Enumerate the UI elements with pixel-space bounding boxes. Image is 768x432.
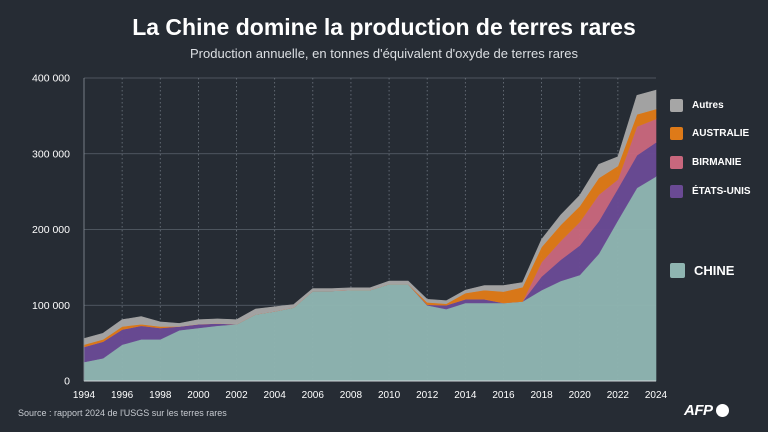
x-tick-label: 2006 — [302, 390, 325, 401]
source-note: Source : rapport 2024 de l'USGS sur les … — [18, 408, 227, 418]
legend-item-birmanie: BIRMANIE — [670, 156, 741, 169]
legend-swatch-birmanie — [670, 156, 683, 169]
y-tick-label: 200 000 — [32, 224, 70, 236]
legend-label-etats-unis: ÉTATS-UNIS — [692, 186, 751, 197]
axes: 0 100 000 200 000 300 000 400 000 1994 1996 199… — [32, 73, 668, 402]
legend-label-australie: AUSTRALIE — [692, 128, 750, 139]
y-tick-label: 100 000 — [32, 300, 70, 312]
x-tick-label: 2010 — [378, 390, 401, 401]
x-tick-label: 2004 — [264, 390, 287, 401]
x-tick-label: 2016 — [492, 390, 515, 401]
afp-logo-dot — [715, 404, 729, 417]
x-tick-label: 1996 — [111, 390, 134, 401]
x-tick-label: 2002 — [225, 390, 248, 401]
legend-swatch-etats-unis — [670, 185, 683, 198]
legend-swatch-australie — [670, 127, 683, 140]
legend-item-australie: AUSTRALIE — [670, 127, 749, 140]
x-tick-label: 2018 — [530, 390, 553, 401]
area-series-autres — [83, 89, 657, 346]
area-series-group — [83, 89, 657, 382]
x-tick-label: 2008 — [340, 390, 363, 401]
legend-item-autres: Autres — [670, 99, 724, 112]
afp-logo-text: AFP — [684, 402, 713, 419]
legend-item-etats-unis: ÉTATS-UNIS — [670, 185, 751, 198]
y-tick-label: 0 — [64, 376, 70, 388]
legend-label-birmanie: BIRMANIE — [692, 157, 742, 168]
legend-swatch-chine — [670, 263, 685, 278]
y-tick-label: 400 000 — [32, 73, 70, 85]
chart-subtitle: Production annuelle, en tonnes d'équival… — [190, 46, 578, 61]
x-tick-label: 1994 — [73, 390, 96, 401]
x-tick-label: 2012 — [416, 390, 439, 401]
y-tick-label: 300 000 — [32, 148, 70, 160]
legend-swatch-autres — [670, 99, 683, 112]
legend-label-autres: Autres — [692, 100, 724, 111]
legend-item-chine: CHINE — [670, 263, 734, 278]
x-tick-label: 2014 — [454, 390, 477, 401]
x-tick-label: 2020 — [569, 390, 592, 401]
legend-label-chine: CHINE — [694, 263, 735, 278]
chart-title: La Chine domine la production de terres … — [132, 14, 636, 40]
x-tick-label: 2000 — [187, 390, 210, 401]
x-tick-label: 2024 — [645, 390, 668, 401]
afp-logo: AFP — [684, 402, 729, 419]
x-tick-label: 2022 — [607, 390, 630, 401]
x-tick-label: 1998 — [149, 390, 172, 401]
